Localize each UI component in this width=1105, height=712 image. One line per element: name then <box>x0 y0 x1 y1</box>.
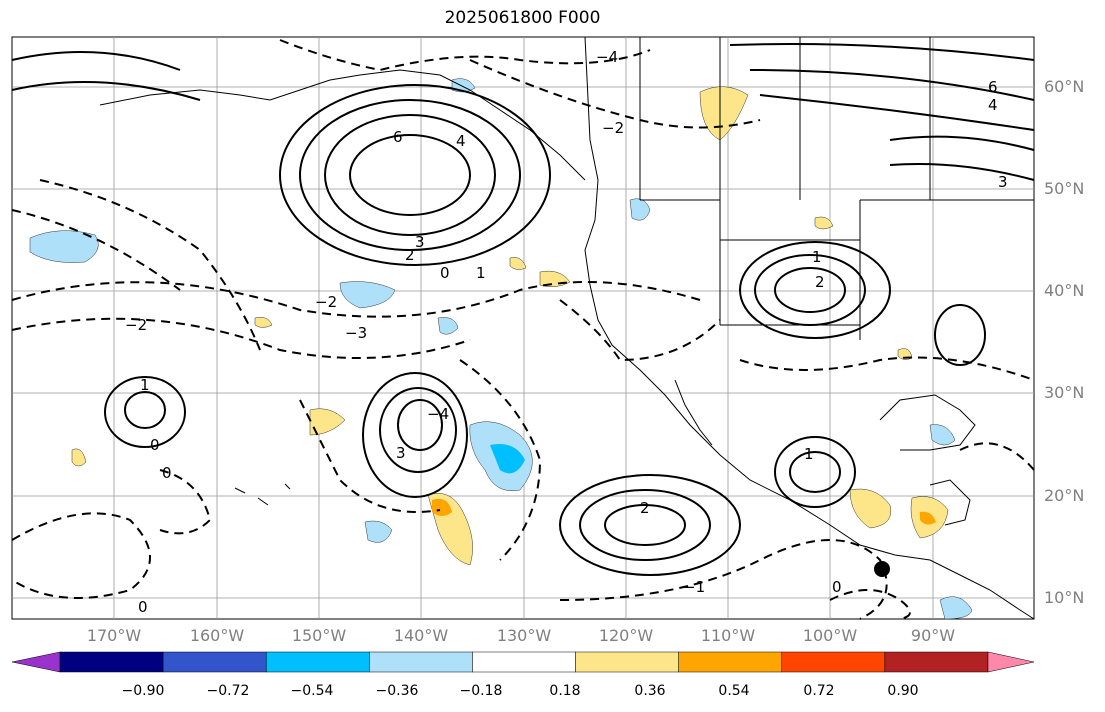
colorbar-segment <box>369 651 473 673</box>
shade-neg <box>929 424 956 446</box>
contour-label: 0 <box>138 598 148 616</box>
colorbar-tick-label: −0.90 <box>121 683 165 699</box>
colorbar-tick-label: −0.72 <box>206 683 250 699</box>
contours-dashed <box>11 39 1035 620</box>
shade-pos-strong <box>920 511 936 525</box>
colorbar <box>11 651 1035 673</box>
lon-label: 160°W <box>189 626 245 645</box>
contour-label: 0 <box>150 436 160 454</box>
colorbar-extend-min <box>11 651 61 673</box>
shade-neg <box>364 520 393 543</box>
lat-label: 10°N <box>1044 588 1085 607</box>
contour-label: 2 <box>815 273 825 291</box>
shade-pos <box>254 317 273 328</box>
contour-label: 1 <box>476 264 486 282</box>
colorbar-tick-label: −0.36 <box>375 683 419 699</box>
colorbar-tick-label: 0.36 <box>634 683 666 699</box>
colorbar-tick-label: 0.72 <box>803 683 835 699</box>
colorbar-tick-label: −0.18 <box>459 683 503 699</box>
lat-label: 60°N <box>1044 77 1085 96</box>
colorbar-segment <box>678 651 783 673</box>
colorbar-tick-label: 0.18 <box>549 683 581 699</box>
shade-neg <box>29 230 99 263</box>
lon-label: 170°W <box>86 626 142 645</box>
shade-pos <box>699 86 749 141</box>
contour-label: 0 <box>162 464 172 482</box>
shade-neg-strong <box>490 444 525 474</box>
contour-label: −4 <box>427 405 449 423</box>
map-title: 2025061800 F000 <box>444 8 601 28</box>
contour-label: 3 <box>998 173 1008 191</box>
contour-label: 0 <box>440 264 450 282</box>
gridlines <box>12 37 1034 619</box>
contour-label: −2 <box>315 293 337 311</box>
contour-label: −1 <box>683 578 705 596</box>
contour-label: −3 <box>345 324 367 342</box>
shade-pos <box>71 448 87 467</box>
contour-label: 1 <box>804 445 814 463</box>
contour-label: 0 <box>832 578 842 596</box>
contour-label: 4 <box>456 132 466 150</box>
colorbar-segment <box>162 651 267 673</box>
colorbar-tick-label: 0.90 <box>887 683 919 699</box>
colorbar-tick-label: 0.54 <box>718 683 750 699</box>
contour-label: 2 <box>405 246 415 264</box>
contour-label: 2 <box>640 499 650 517</box>
coastlines <box>99 36 1035 620</box>
lon-label: 100°W <box>802 626 858 645</box>
contour-label: 4 <box>988 96 998 114</box>
colorbar-segment <box>575 651 679 673</box>
contour-label: −2 <box>602 119 624 137</box>
shade-pos <box>814 216 834 230</box>
contour-label: 6 <box>393 128 403 146</box>
lon-label: 120°W <box>598 626 654 645</box>
lon-label: 90°W <box>910 626 956 645</box>
marker-dot <box>874 561 890 577</box>
shaded-regions <box>29 78 973 620</box>
contours <box>11 43 1035 576</box>
lat-label: 30°N <box>1044 383 1085 402</box>
colorbar-tick-label: −0.54 <box>290 683 334 699</box>
lon-label: 110°W <box>700 626 756 645</box>
contour-label: 1 <box>812 248 822 266</box>
colorbar-extend-max <box>987 651 1035 673</box>
contour-label: 3 <box>396 444 406 462</box>
shade-neg <box>437 317 459 335</box>
shade-pos <box>509 257 527 270</box>
lon-label: 150°W <box>291 626 347 645</box>
shade-neg <box>629 198 651 221</box>
colorbar-segment <box>781 651 886 673</box>
contour-labels: 6 4 3 2 0 1 −2 −3 −4 3 2 1 2 1 0 1 −2 −2… <box>125 48 1008 616</box>
lon-label: 130°W <box>496 626 552 645</box>
shade-pos-strong <box>432 498 452 516</box>
contour-label: −2 <box>125 316 147 334</box>
shade-neg <box>339 281 396 309</box>
shade-pos <box>849 488 892 529</box>
lon-label: 140°W <box>393 626 449 645</box>
lat-label: 20°N <box>1044 486 1085 505</box>
contour-label: 3 <box>415 233 425 251</box>
colorbar-segment <box>265 651 370 673</box>
shade-neg <box>939 596 973 620</box>
contour-label: 1 <box>140 376 150 394</box>
colorbar-segment <box>884 651 989 673</box>
contour-label: 6 <box>988 78 998 96</box>
colorbar-segment <box>472 651 576 673</box>
colorbar-segment <box>59 651 164 673</box>
lat-label: 50°N <box>1044 179 1085 198</box>
contour-label: −4 <box>596 48 618 66</box>
lat-label: 40°N <box>1044 281 1085 300</box>
